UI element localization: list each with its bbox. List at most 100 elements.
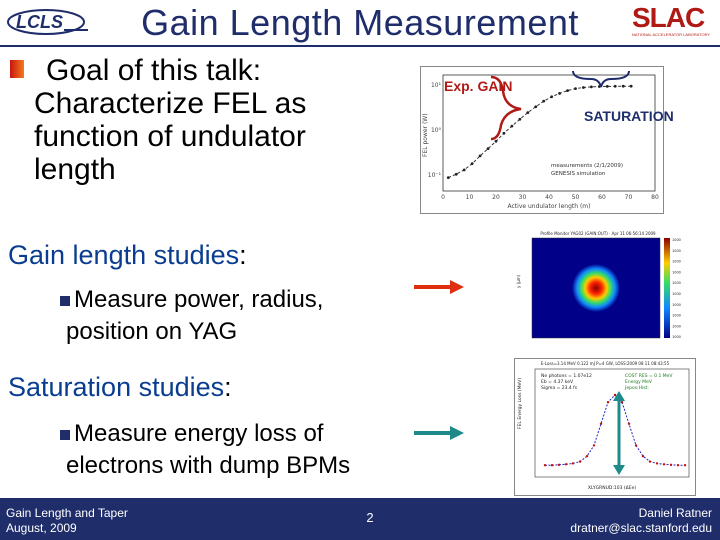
- gain-x-tick-label: 80: [651, 194, 659, 201]
- footer-talk-title: Gain Length and Taper: [6, 506, 128, 521]
- saturation-bullet-line: electrons with dump BPMs: [66, 450, 416, 482]
- gain-heading-text: Gain length studies: [8, 240, 239, 270]
- gain-data-point: [630, 85, 633, 88]
- page-number: 2: [360, 510, 380, 525]
- gain-legend-item: measurements (2/1/2009): [551, 163, 623, 169]
- gain-legend-item: GENESIS simulation: [551, 171, 606, 177]
- red-arrow-icon: [414, 278, 466, 296]
- saturation-bullet-line: Measure energy loss of: [66, 418, 416, 450]
- gain-xlabel: Active undulator length (m): [508, 203, 591, 210]
- gain-data-point: [558, 92, 561, 95]
- bpm-param: Ne photons = 1.07e12: [541, 373, 592, 379]
- bullet-icon: [10, 60, 24, 78]
- yag-colorbar-tick: 1000: [672, 335, 681, 339]
- gain-data-point: [511, 125, 514, 128]
- saturation-label: SATURATION: [584, 108, 674, 124]
- energy-loss-point: [544, 464, 546, 466]
- gain-data-point: [503, 132, 506, 135]
- gain-y-tick-label: 10⁻¹: [428, 172, 442, 179]
- energy-loss-point: [649, 460, 651, 462]
- energy-loss-svg: E-Loss=3.14 MeV 0.122 mJ P=4 GW, LOSS:20…: [515, 359, 695, 495]
- gain-data-point: [606, 85, 609, 88]
- energy-loss-point: [593, 444, 595, 446]
- energy-loss-point: [579, 460, 581, 462]
- gain-data-point: [582, 86, 585, 89]
- energy-loss-point: [586, 455, 588, 457]
- gain-x-tick-label: 30: [519, 194, 527, 201]
- gain-bullet-line: Measure power, radius,: [66, 284, 396, 316]
- energy-loss-point: [684, 464, 686, 466]
- saturation-bracket: [573, 71, 629, 87]
- gain-data-point: [566, 89, 569, 92]
- goal-text: Goal of this talk: Characterize FEL as f…: [34, 54, 414, 186]
- page-title: Gain Length Measurement: [0, 2, 720, 44]
- gain-data-point: [455, 173, 458, 176]
- gain-y-tick-label: 10⁰: [431, 127, 442, 134]
- footer-left: Gain Length and Taper August, 2009: [6, 506, 128, 536]
- bpm-legend: COST RES = 0.1 MeV: [625, 373, 673, 379]
- yag-ylabel: y (μm): [516, 274, 521, 288]
- energy-loss-point: [572, 462, 574, 464]
- gain-data-point: [550, 95, 553, 98]
- gain-x-tick-label: 40: [545, 194, 553, 201]
- energy-loss-curve: [545, 395, 685, 465]
- energy-loss-point: [600, 423, 602, 425]
- gain-ylabel: FEL power (W): [422, 113, 429, 157]
- bpm-param: Sigma = 23.4 fs: [541, 385, 578, 391]
- slac-logo-subtext: NATIONAL ACCELERATOR LABORATORY: [632, 32, 716, 37]
- footer-right: Daniel Ratner dratner@slac.stanford.edu: [570, 506, 712, 536]
- yag-colorbar-tick: 1000: [672, 324, 681, 328]
- yag-profile-panel: Profile Monitor YAG02 (GAIN:OUT) · Apr 1…: [510, 228, 686, 346]
- gain-heading: Gain length studies:: [8, 240, 247, 271]
- energy-loss-point: [670, 464, 672, 466]
- saturation-heading-text: Saturation studies: [8, 372, 224, 402]
- energy-loss-point: [628, 423, 630, 425]
- gain-data-point: [590, 85, 593, 88]
- header-divider: [0, 45, 720, 47]
- gain-data-point: [526, 111, 529, 114]
- footer-email[interactable]: dratner@slac.stanford.edu: [570, 521, 712, 536]
- yag-beam-spot: [572, 264, 620, 312]
- teal-arrow-icon: [414, 424, 466, 442]
- saturation-heading: Saturation studies:: [8, 372, 232, 403]
- bpm-param: Eb = 4.37 keV: [541, 379, 574, 385]
- energy-loss-point: [656, 462, 658, 464]
- energy-loss-point: [642, 455, 644, 457]
- gain-data-point: [447, 176, 450, 179]
- gain-bullet-text: Measure power, radius, position on YAG: [66, 284, 396, 348]
- gain-data-point: [622, 85, 625, 88]
- yag-colorbar-tick: 1000: [672, 270, 681, 274]
- yag-colorbar-tick: 1000: [672, 249, 681, 253]
- yag-profile-svg: Profile Monitor YAG02 (GAIN:OUT) · Apr 1…: [510, 228, 686, 346]
- yag-colorbar-tick: 1000: [672, 292, 681, 296]
- footer-author: Daniel Ratner: [570, 506, 712, 521]
- yag-colorbar-tick: 1000: [672, 238, 681, 242]
- bpm-xlabel: XLYGRNUD:103 (ΔEe): [588, 485, 636, 491]
- slac-logo: SLAC NATIONAL ACCELERATOR LABORATORY: [632, 4, 716, 42]
- gain-x-tick-label: 10: [466, 194, 474, 201]
- gain-data-point: [495, 140, 498, 143]
- exp-gain-label: Exp. GAIN: [444, 78, 512, 94]
- energy-loss-point: [614, 394, 616, 396]
- goal-line: length: [34, 153, 414, 186]
- gain-data-point: [574, 87, 577, 90]
- bpm-legend: Energy MeV: [625, 379, 653, 385]
- yag-colorbar-tick: 1000: [672, 281, 681, 285]
- gain-data-point: [614, 85, 617, 88]
- yag-colorbar-tick: 1000: [672, 314, 681, 318]
- gain-data-point: [463, 168, 466, 171]
- gain-x-tick-label: 60: [598, 194, 606, 201]
- gain-x-tick-label: 70: [625, 194, 633, 201]
- saturation-bullet-text: Measure energy loss of electrons with du…: [66, 418, 416, 482]
- gain-data-point: [534, 105, 537, 108]
- goal-line: Goal of this talk:: [34, 54, 414, 87]
- gain-heading-colon: :: [239, 240, 247, 270]
- slac-logo-text: SLAC: [632, 4, 716, 32]
- gain-y-tick-label: 10¹: [431, 82, 442, 89]
- energy-loss-point: [558, 464, 560, 466]
- gain-data-point: [471, 162, 474, 165]
- energy-loss-point: [551, 464, 553, 466]
- arrow-down-icon: [613, 465, 625, 475]
- goal-line: function of undulator: [34, 120, 414, 153]
- yag-colorbar-tick: 1000: [672, 260, 681, 264]
